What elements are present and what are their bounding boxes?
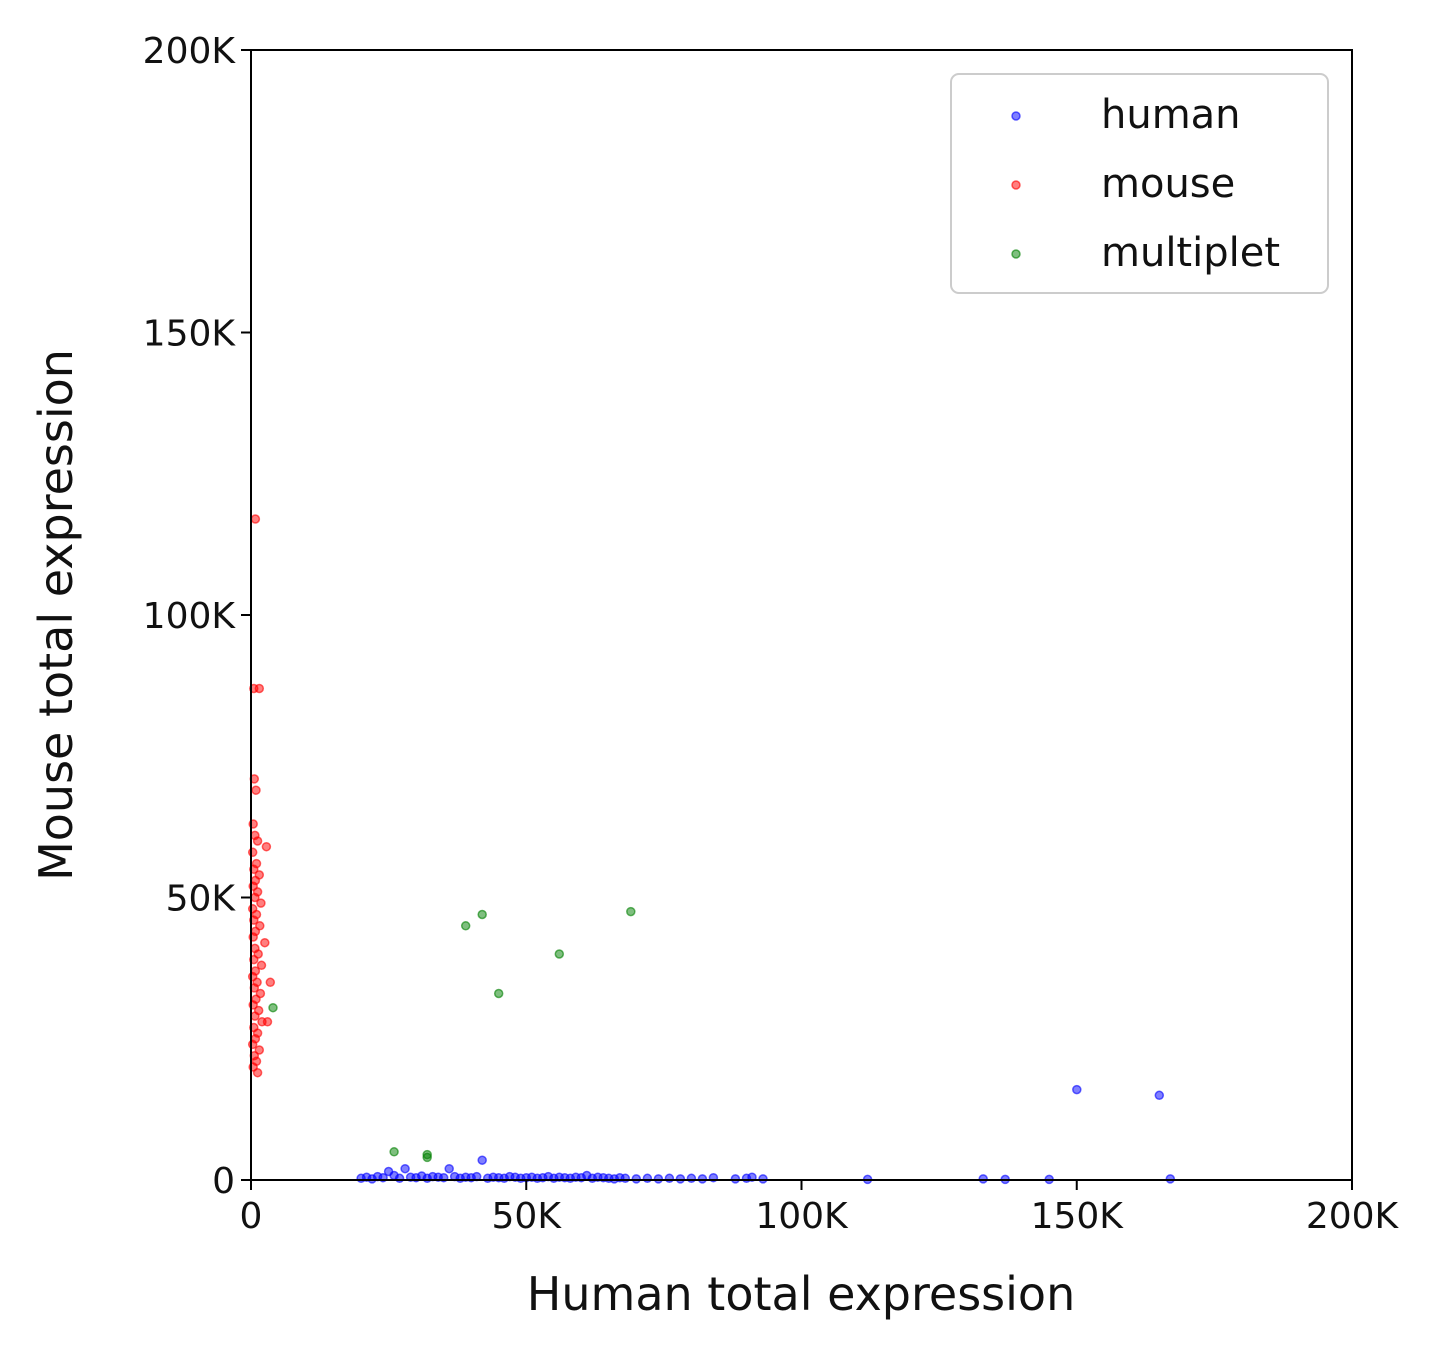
point-human-8 <box>400 1163 410 1174</box>
point-multiplet-0 <box>460 921 471 931</box>
point-mouse-0 <box>250 514 261 524</box>
point-human-53 <box>675 1174 686 1184</box>
point-mouse-45 <box>254 1045 265 1055</box>
point-mouse-32 <box>265 977 276 988</box>
y-tick-label: 0 <box>212 1161 235 1202</box>
point-multiplet-2 <box>626 906 636 917</box>
point-multiplet-6 <box>389 1147 399 1157</box>
point-mouse-17 <box>256 898 266 908</box>
point-multiplet-5 <box>268 1002 278 1013</box>
point-human-22 <box>477 1155 487 1165</box>
legend-label-mouse: mouse <box>1101 161 1235 207</box>
point-human-16 <box>444 1163 454 1174</box>
point-human-57 <box>730 1174 741 1184</box>
x-tick-label: 150K <box>1031 1196 1125 1237</box>
point-human-52 <box>664 1173 675 1184</box>
point-mouse-7 <box>252 836 263 846</box>
point-multiplet-1 <box>477 909 487 920</box>
legend-entries: human mouse multiplet <box>1011 92 1280 276</box>
legend-frame <box>950 73 1329 294</box>
y-axis-ticks: 0 50K 100K 150K 200K <box>143 31 251 1202</box>
x-tick-label: 200K <box>1306 1196 1400 1237</box>
y-axis-title: Mouse total expression <box>29 349 83 881</box>
point-human-51 <box>653 1174 664 1184</box>
series-multiplet <box>268 906 636 1163</box>
point-mouse-28 <box>256 960 267 971</box>
point-mouse-9 <box>247 847 258 858</box>
point-multiplet-8 <box>422 1152 432 1163</box>
point-mouse-49 <box>252 1067 263 1078</box>
point-mouse-40 <box>262 1017 273 1027</box>
point-mouse-24 <box>260 937 270 948</box>
x-tick-label: 50K <box>492 1196 563 1237</box>
point-human-55 <box>697 1174 708 1184</box>
point-human-49 <box>631 1174 642 1184</box>
point-human-54 <box>686 1173 697 1184</box>
y-tick-label: 50K <box>166 879 237 920</box>
legend-marker-human <box>1011 111 1021 121</box>
point-human-62 <box>978 1174 988 1184</box>
y-tick-label: 150K <box>143 314 237 355</box>
point-human-65 <box>1072 1084 1082 1095</box>
x-tick-label: 0 <box>240 1196 263 1237</box>
y-tick-label: 100K <box>143 596 237 637</box>
legend-marker-mouse <box>1011 180 1021 190</box>
point-mouse-8 <box>261 841 272 852</box>
x-axis-title: Human total expression <box>527 1267 1075 1321</box>
x-tick-label: 100K <box>755 1196 849 1237</box>
point-mouse-38 <box>250 1011 260 1021</box>
point-human-60 <box>758 1174 768 1184</box>
point-mouse-2 <box>254 683 265 694</box>
point-human-66 <box>1154 1090 1165 1101</box>
point-human-67 <box>1165 1174 1176 1184</box>
point-multiplet-3 <box>554 949 565 959</box>
y-tick-label: 200K <box>143 31 237 72</box>
x-axis-ticks: 0 50K 100K 150K 200K <box>240 1180 1400 1237</box>
legend: human mouse multiplet <box>950 73 1329 294</box>
legend-marker-multiplet <box>1011 249 1021 259</box>
point-human-50 <box>642 1173 653 1184</box>
point-mouse-4 <box>251 785 261 795</box>
point-multiplet-4 <box>493 988 504 999</box>
point-human-48 <box>620 1173 631 1184</box>
point-human-7 <box>394 1173 405 1184</box>
legend-label-multiplet: multiplet <box>1101 230 1280 276</box>
legend-label-human: human <box>1101 92 1241 138</box>
